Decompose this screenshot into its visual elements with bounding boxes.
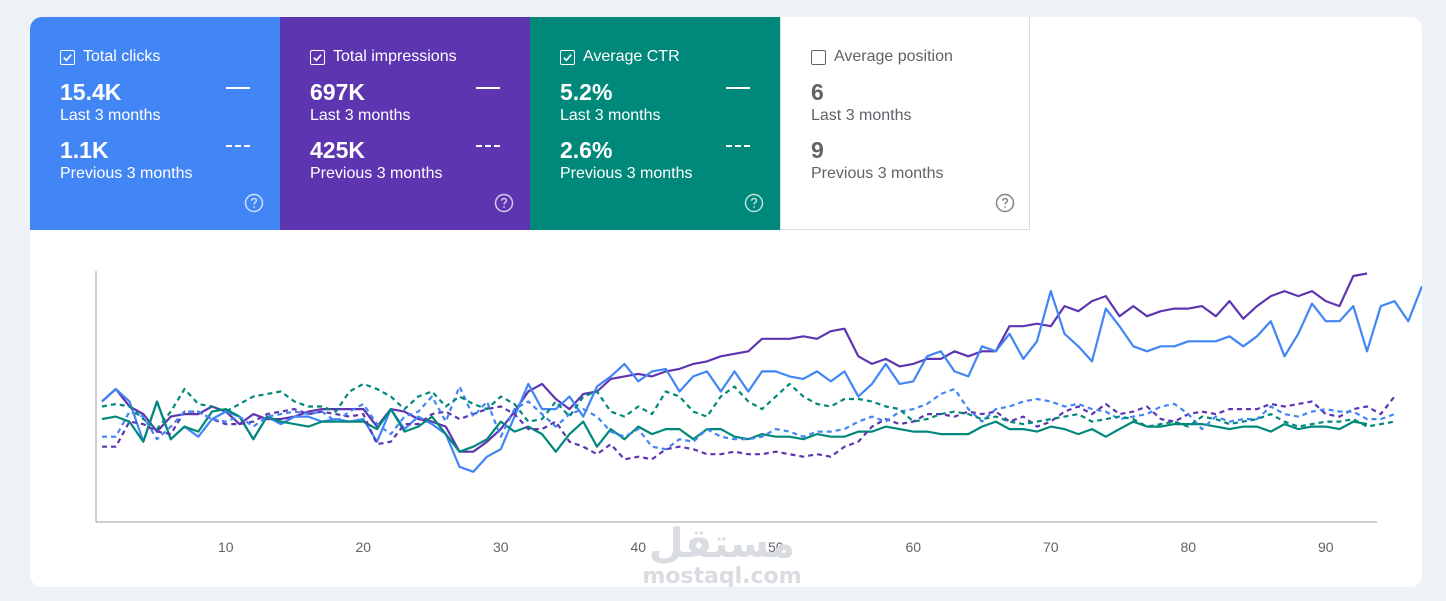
metric-previous-value: 9 [811,137,824,163]
series-line-previous-4 [102,385,1395,451]
series-line-previous-5 [101,382,1395,431]
dashed-line-legend-icon [226,145,250,147]
x-tick-label: 90 [1318,539,1334,555]
tile-header[interactable]: Total clicks [60,48,160,66]
dashed-line-legend-icon [726,145,750,147]
tile-average-ctr[interactable]: Average CTR 5.2% Last 3 months 2.6% Prev… [530,17,780,230]
metric-current-label: Last 3 months [310,107,411,124]
metric-current-value: 6 [811,79,824,105]
performance-line-chart: 10 20 30 40 50 60 70 80 90 مستقل mostaql.com [95,271,1422,587]
metric-name: Average position [834,48,953,65]
tile-header[interactable]: Average CTR [560,48,680,66]
watermark-latin: mostaql.com [642,564,801,587]
dashed-line-legend-icon [476,145,500,147]
x-tick-label: 60 [906,539,922,555]
series-line-previous-3 [102,395,1396,461]
watermark-arabic: مستقل [649,521,795,567]
help-icon[interactable] [244,193,264,213]
metric-current-label: Last 3 months [560,107,661,124]
solid-line-legend-icon [226,87,250,89]
x-tick-label: 20 [356,539,372,555]
metric-current-label: Last 3 months [811,107,912,124]
metric-name: Average CTR [583,48,680,65]
solid-line-legend-icon [726,87,750,89]
series-line-current-1 [101,285,1422,473]
series-line-current-0 [101,272,1368,453]
metric-previous-value: 2.6% [560,137,613,163]
help-icon[interactable] [744,193,764,213]
tile-total-impressions[interactable]: Total impressions 697K Last 3 months 425… [280,17,530,230]
solid-line-legend-icon [476,87,500,89]
tile-header[interactable]: Total impressions [310,48,457,66]
metric-current-value: 5.2% [560,79,613,105]
checkbox-unchecked-icon[interactable] [811,49,826,65]
x-tick-label: 70 [1043,539,1059,555]
x-tick-label: 80 [1181,539,1197,555]
metric-current-label: Last 3 months [60,107,161,124]
metric-current-value: 697K [310,79,365,105]
metric-previous-label: Previous 3 months [560,165,693,182]
checkbox-checked-icon[interactable] [60,49,75,65]
help-icon[interactable] [494,193,514,213]
metric-name: Total clicks [83,48,161,65]
tile-header[interactable]: Average position [811,48,953,66]
metric-previous-label: Previous 3 months [310,165,443,182]
x-tick-label: 10 [218,539,234,555]
x-tick-label: 50 [768,539,784,555]
metric-previous-label: Previous 3 months [60,165,193,182]
metric-previous-label: Previous 3 months [811,165,944,182]
tile-total-clicks[interactable]: Total clicks 15.4K Last 3 months 1.1K Pr… [30,17,280,230]
metric-tiles: Total clicks 15.4K Last 3 months 1.1K Pr… [30,17,1030,230]
performance-card: Total clicks 15.4K Last 3 months 1.1K Pr… [30,17,1422,587]
help-icon[interactable] [995,193,1015,213]
metric-previous-value: 425K [310,137,365,163]
series-line-current-2 [101,400,1368,453]
tile-average-position[interactable]: Average position 6 Last 3 months 9 Previ… [780,17,1030,230]
x-tick-label: 40 [631,539,647,555]
metric-current-value: 15.4K [60,79,122,105]
checkbox-checked-icon[interactable] [310,49,325,65]
checkbox-checked-icon[interactable] [560,49,575,65]
metric-name: Total impressions [333,48,457,65]
x-tick-label: 30 [493,539,509,555]
metric-previous-value: 1.1K [60,137,109,163]
